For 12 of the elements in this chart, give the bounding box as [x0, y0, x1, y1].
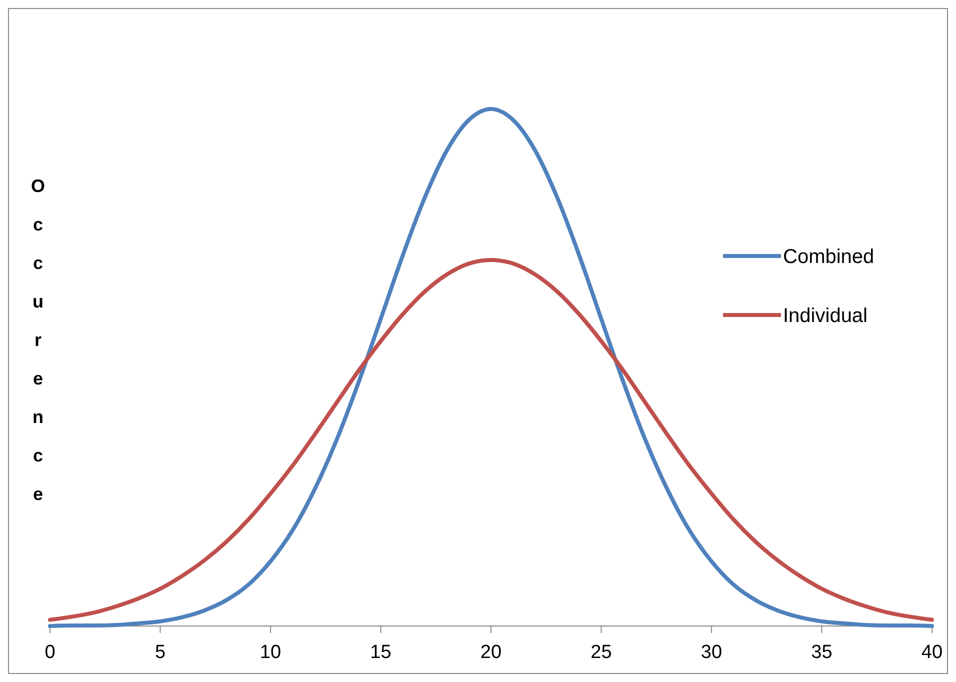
- legend-label: Combined: [783, 246, 874, 268]
- x-tick-label: 20: [480, 642, 502, 663]
- x-tick-label: 35: [811, 642, 832, 663]
- x-tick-label: 40: [921, 642, 943, 663]
- x-tick-label: 0: [44, 642, 56, 663]
- x-tick-label: 30: [700, 642, 722, 663]
- text: Occurence: [30, 176, 46, 504]
- legend-label: Individual: [783, 305, 868, 327]
- x-tick-label: 15: [370, 642, 392, 663]
- x-tick-label: 10: [260, 642, 282, 663]
- x-tick-label: 5: [154, 642, 166, 663]
- x-tick-label: 25: [590, 642, 612, 663]
